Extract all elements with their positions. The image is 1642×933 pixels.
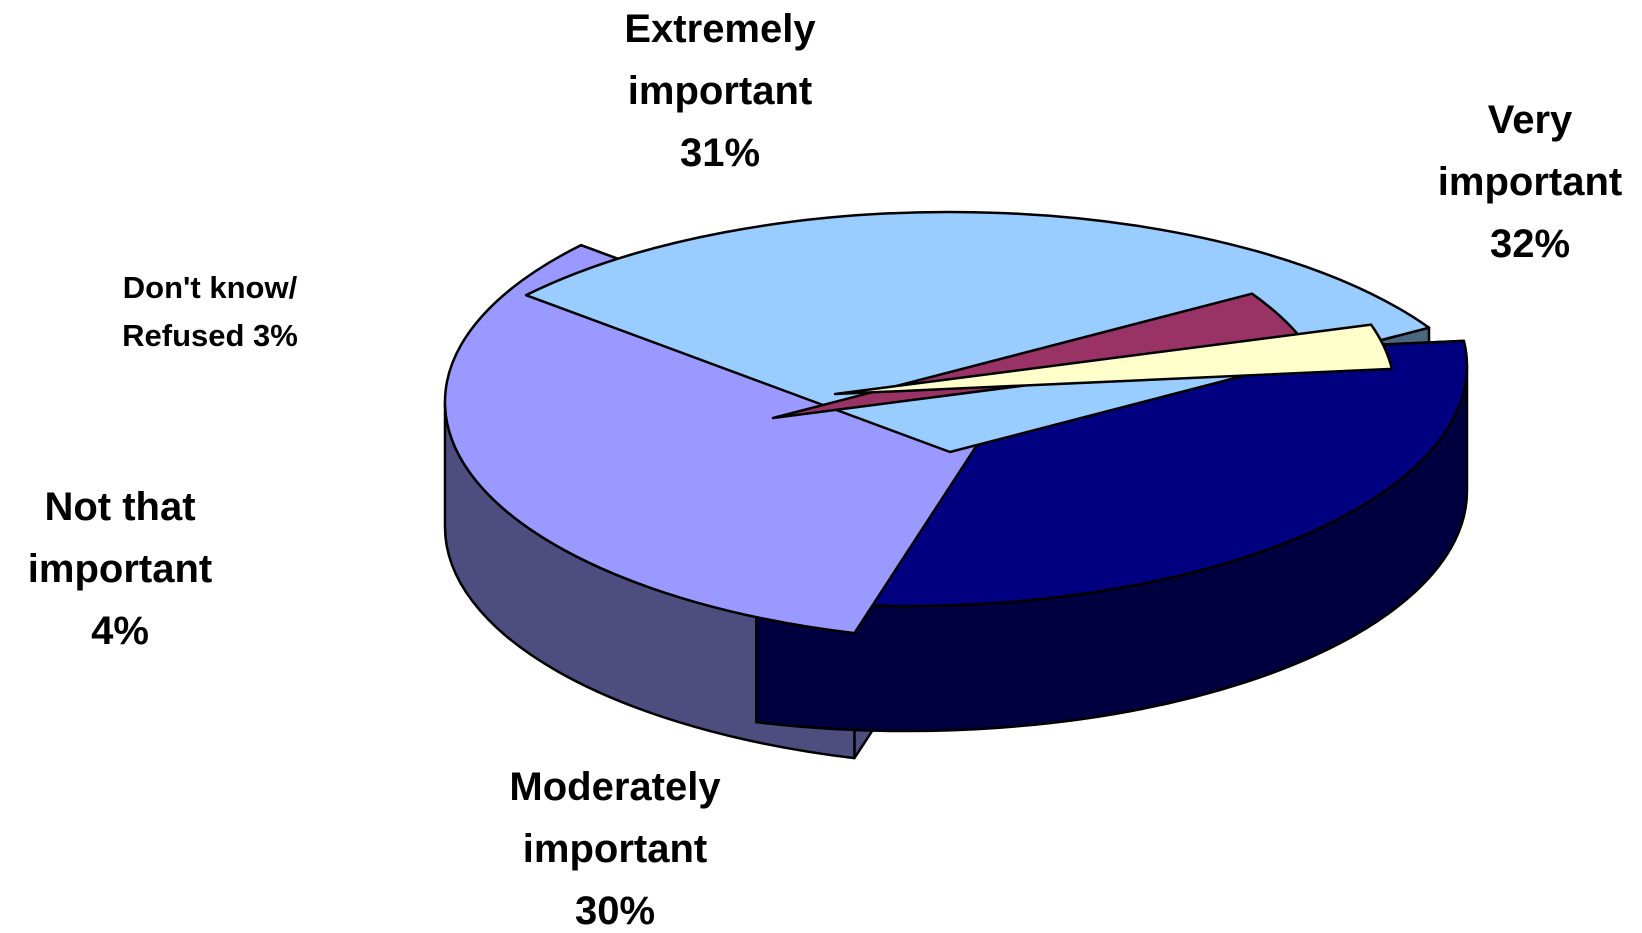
slice-label-line: important [523,827,707,871]
pie-top-layer [443,210,1469,635]
slice-label-extremely-important: Extremely important 31% [624,7,816,175]
slice-label-line: important [28,547,212,591]
slice-label-not-that-important: Not that important 4% [28,485,212,653]
slice-label-line: 32% [1490,222,1570,266]
slice-label-line: Extremely [624,7,816,51]
slice-label-line: Refused 3% [122,318,298,353]
slice-label-line: 31% [680,131,760,175]
pie-slice-very-important [443,243,1007,635]
slice-label-line: 30% [575,889,655,933]
slice-label-line: important [628,69,812,113]
pie-label-layer: Extremely important 31% Very important 32% Mod… [28,7,1622,933]
pie-slice-don-t-know-refused [833,323,1394,396]
slice-label-line: 4% [91,609,149,653]
slice-label-don-t-know-refused: Don't know/Refused 3% [122,270,298,353]
slice-label-line: Not that [44,485,195,529]
slice-label-line: Moderately [509,765,721,809]
slice-label-line: Don't know/ [123,270,298,305]
pie-slice-moderately-important [524,210,1431,454]
slice-label-line: important [1438,160,1622,204]
slice-label-moderately-important: Moderately important 30% [509,765,721,933]
slice-label-very-important: Very important 32% [1438,98,1622,266]
slice-label-line: Very [1488,98,1573,142]
